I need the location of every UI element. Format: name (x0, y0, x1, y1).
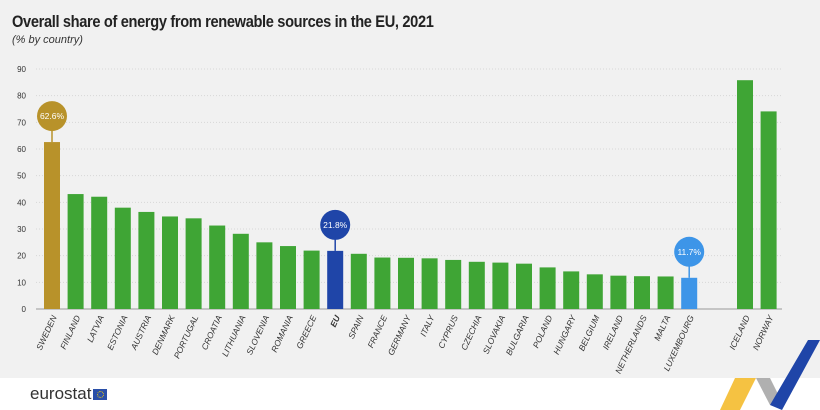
x-tick-label: DENMARK (150, 313, 177, 356)
data-label: 11.7% (677, 247, 701, 257)
logo-text: eurostat (30, 384, 92, 403)
bar-austria (138, 211, 155, 309)
callout-circle (320, 209, 351, 240)
x-tick-label: SLOVAKIA (481, 313, 508, 355)
x-tick-label: CROATIA (199, 313, 224, 351)
y-tick-label: 70 (17, 118, 26, 127)
decor-blue (770, 340, 820, 410)
bar-eu (327, 250, 344, 309)
chart-panel (0, 0, 820, 378)
bar-germany (398, 257, 414, 309)
x-tick-label: SWEDEN (34, 313, 59, 352)
bar-luxembourg (681, 277, 698, 309)
x-tick-label: ROMANIA (269, 313, 295, 353)
x-tick-label: MALTA (652, 313, 673, 342)
x-tick-label: FINLAND (58, 314, 82, 351)
y-tick-label: 0 (22, 305, 27, 314)
x-tick-label: SPAIN (346, 313, 366, 341)
decor-yellow (720, 378, 756, 410)
bar-slovenia (256, 242, 273, 309)
bar-netherlands (634, 276, 650, 309)
x-tick-label: SLOVENIA (244, 313, 271, 356)
x-tick-label: GREECE (294, 313, 318, 350)
eurostat-logo: eurostat (30, 384, 108, 404)
x-tick-label: ICELAND (727, 314, 752, 352)
bar-poland (539, 267, 556, 309)
bar-romania (280, 246, 296, 309)
callout-circle (37, 101, 67, 132)
bar-latvia (91, 196, 108, 309)
y-tick-label: 60 (17, 145, 26, 154)
x-tick-label: BELGIUM (576, 313, 602, 353)
bar-italy (421, 258, 438, 309)
x-tick-label: BULGARIA (504, 313, 531, 356)
bar-iceland (737, 80, 753, 309)
x-tick-label: GERMANY (386, 312, 414, 356)
bar-croatia (209, 225, 226, 309)
x-tick-label: EU (328, 313, 342, 329)
callout-circle (674, 236, 705, 267)
bar-hungary (563, 271, 580, 309)
bar-slovakia (492, 262, 509, 309)
x-tick-label: ITALY (418, 312, 437, 338)
x-tick-label: CYPRUS (436, 313, 460, 350)
x-tick-label: CZECHIA (459, 313, 484, 351)
bar-sweden (44, 142, 60, 309)
bar-greece (303, 250, 320, 309)
x-tick-label: LATVIA (85, 313, 106, 343)
x-tick-label: FRANCE (365, 313, 389, 349)
x-tick-label: POLAND (531, 314, 555, 350)
bar-lithuania (232, 233, 249, 309)
x-tick-label: NORWAY (751, 312, 776, 351)
y-tick-label: 50 (17, 172, 26, 181)
data-label: 62.6% (40, 111, 65, 121)
y-tick-label: 40 (17, 198, 26, 207)
bar-malta (657, 276, 674, 309)
bar-czechia (468, 261, 485, 309)
bar-finland (67, 194, 84, 309)
y-tick-label: 30 (17, 225, 26, 234)
y-tick-label: 90 (17, 65, 26, 74)
x-tick-label: IRELAND (601, 314, 626, 352)
x-tick-label: AUSTRIA (128, 313, 153, 352)
bar-portugal (185, 218, 202, 309)
y-tick-label: 80 (17, 92, 26, 101)
y-tick-label: 20 (17, 252, 26, 261)
eu-flag-icon (93, 388, 108, 400)
bar-bulgaria (516, 263, 532, 309)
bar-cyprus (445, 259, 462, 309)
bar-ireland (610, 275, 627, 309)
bar-spain (350, 253, 367, 309)
bar-norway (760, 111, 777, 310)
chart-subtitle: (% by country) (12, 34, 83, 46)
bar-belgium (586, 274, 603, 309)
chart-title: Overall share of energy from renewable s… (12, 12, 434, 31)
x-tick-label: PORTUGAL (172, 313, 201, 360)
x-tick-label: HUNGARY (551, 312, 578, 356)
x-tick-label: ESTONIA (105, 313, 130, 351)
bar-denmark (162, 216, 178, 309)
bar-france (374, 257, 391, 309)
data-label: 21.8% (323, 220, 348, 230)
y-tick-label: 10 (17, 278, 26, 287)
bar-estonia (114, 207, 131, 309)
